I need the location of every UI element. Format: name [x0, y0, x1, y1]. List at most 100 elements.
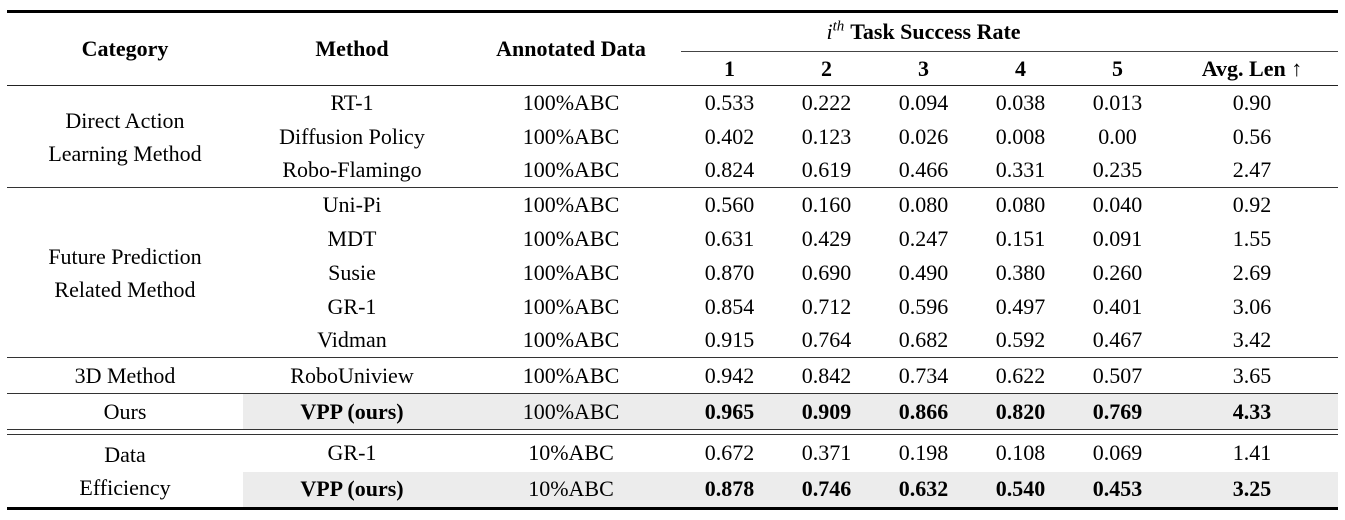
task-success-rate-label: Task Success Rate: [850, 19, 1021, 45]
success-rate-cell: 0.429: [801, 225, 852, 251]
success-rate-cell: 0.746: [778, 471, 875, 509]
success-rate-cell: 0.915: [704, 327, 755, 353]
success-rate-cell: 0.622: [972, 357, 1069, 394]
success-rate-cell: 0.866: [875, 393, 972, 430]
avg-len-cell: 0.56: [1232, 123, 1272, 149]
method-cell: RoboUniview: [243, 357, 461, 394]
header-task-success-rate: ith Task Success Rate: [681, 11, 1167, 52]
success-rate-cell: 0.094: [898, 89, 949, 115]
success-rate-cell: 0.769: [1069, 393, 1167, 430]
success-rate-cell: 0.965: [681, 393, 778, 430]
success-rate-cell: 0.091: [1092, 225, 1143, 251]
category-label: Related Method: [54, 276, 196, 302]
success-rate-cell: 0.690: [801, 259, 852, 285]
success-rate-cell: 0.507: [1069, 357, 1167, 394]
header-task-col-2: 2: [778, 51, 875, 86]
avg-len-cell: 0.92: [1166, 187, 1339, 222]
annotated-data-cell: 100%ABC: [522, 157, 620, 183]
success-rate-cell: 0.151: [995, 225, 1046, 251]
success-rate-cell: 0.533: [704, 89, 755, 115]
category-label: Future Prediction: [48, 243, 202, 269]
method-cell: Vidman: [317, 327, 387, 353]
success-rate-cell: 0.540: [972, 471, 1069, 509]
annotated-data-cell: 100%ABC: [522, 225, 620, 251]
method-cell: MDT: [327, 225, 377, 251]
success-rate-cell: 0.632: [875, 471, 972, 509]
ith-symbol: ith: [826, 18, 845, 45]
annotated-data-cell: 100%ABC: [461, 187, 681, 222]
annotated-data-cell: 10%ABC: [461, 471, 681, 509]
table-row: GR-1 100%ABC 0.854 0.712 0.596 0.497 0.4…: [7, 290, 1338, 324]
category-label: Data: [104, 442, 146, 467]
category-label: Ours: [103, 399, 147, 424]
category-label: Efficiency: [79, 475, 171, 500]
category-label: 3D Method: [74, 363, 176, 388]
avg-len-cell: 1.55: [1232, 225, 1272, 251]
method-cell: RT-1: [330, 89, 374, 115]
success-rate-cell: 0.909: [778, 393, 875, 430]
avg-len-cell: 3.65: [1166, 357, 1339, 394]
success-rate-cell: 0.466: [898, 157, 949, 183]
category-cell: Future Prediction Related Method: [7, 187, 243, 358]
avg-len-cell: 2.69: [1232, 259, 1272, 285]
header-method: Method: [243, 11, 461, 86]
category-label: Direct Action: [65, 107, 185, 133]
success-rate-cell: 0.235: [1092, 157, 1143, 183]
success-rate-cell: 0.712: [801, 293, 852, 319]
success-rate-cell: 0.619: [801, 157, 852, 183]
success-rate-cell: 0.108: [972, 434, 1069, 472]
success-rate-cell: 0.734: [875, 357, 972, 394]
success-rate-cell: 0.560: [681, 187, 778, 222]
annotated-data-cell: 100%ABC: [461, 357, 681, 394]
avg-len-cell: 1.41: [1166, 434, 1339, 472]
avg-len-cell: 3.06: [1232, 293, 1272, 319]
method-cell: Diffusion Policy: [279, 123, 425, 149]
success-rate-cell: 0.878: [681, 471, 778, 509]
table-row-vpp: VPP (ours) 10%ABC 0.878 0.746 0.632 0.54…: [7, 471, 1339, 509]
method-cell: Robo-Flamingo: [282, 157, 422, 183]
success-rate-cell: 0.824: [704, 157, 755, 183]
avg-len-cell: 2.47: [1232, 157, 1272, 183]
success-rate-cell: 0.00: [1098, 123, 1137, 149]
category-cell: Direct Action Learning Method: [7, 86, 243, 188]
header-avg-len-spacer: [1166, 11, 1339, 52]
success-rate-cell: 0.260: [1092, 259, 1143, 285]
header-avg-len: Avg. Len ↑: [1166, 51, 1339, 86]
annotated-data-cell: 100%ABC: [522, 259, 620, 285]
success-rate-cell: 0.371: [778, 434, 875, 472]
header-task-col-4: 4: [972, 51, 1069, 86]
header-task-col-1: 1: [681, 51, 778, 86]
annotated-data-cell: 100%ABC: [522, 293, 620, 319]
success-rate-cell: 0.331: [995, 157, 1046, 183]
category-label: Learning Method: [48, 140, 202, 166]
success-rate-cell: 0.038: [995, 89, 1046, 115]
success-rate-cell: 0.842: [778, 357, 875, 394]
success-rate-cell: 0.682: [898, 327, 949, 353]
method-cell: Susie: [328, 259, 376, 285]
table-row: Diffusion Policy 100%ABC 0.402 0.123 0.0…: [7, 120, 1338, 154]
table-row: Future Prediction Related Method Uni-Pi …: [7, 187, 1339, 358]
category-cell: 3D Method: [7, 357, 243, 394]
table-header: Category Method Annotated Data ith Task S…: [7, 11, 1339, 86]
method-cell: VPP (ours): [243, 471, 461, 509]
avg-len-cell: 3.42: [1232, 327, 1272, 353]
method-cell: GR-1: [243, 434, 461, 472]
success-rate-cell: 0.764: [801, 327, 852, 353]
success-rate-cell: 0.402: [704, 123, 755, 149]
table-row: Robo-Flamingo 100%ABC 0.824 0.619 0.466 …: [7, 154, 1338, 188]
table-row: 3D Method RoboUniview 100%ABC 0.942 0.84…: [7, 357, 1339, 394]
header-row-sub: 1 2 3 4 5 Avg. Len ↑: [7, 51, 1339, 86]
success-rate-cell: 0.453: [1069, 471, 1167, 509]
success-rate-cell: 0.080: [972, 187, 1069, 222]
avg-len-cell: 3.25: [1166, 471, 1339, 509]
success-rate-cell: 0.123: [801, 123, 852, 149]
category-cell: Ours: [7, 393, 243, 430]
success-rate-cell: 0.820: [972, 393, 1069, 430]
annotated-data-cell: 100%ABC: [522, 123, 620, 149]
success-rate-cell: 0.026: [898, 123, 949, 149]
success-rate-cell: 0.401: [1092, 293, 1143, 319]
success-rate-cell: 0.222: [801, 89, 852, 115]
success-rate-cell: 0.380: [995, 259, 1046, 285]
success-rate-cell: 0.942: [681, 357, 778, 394]
success-rate-cell: 0.631: [704, 225, 755, 251]
